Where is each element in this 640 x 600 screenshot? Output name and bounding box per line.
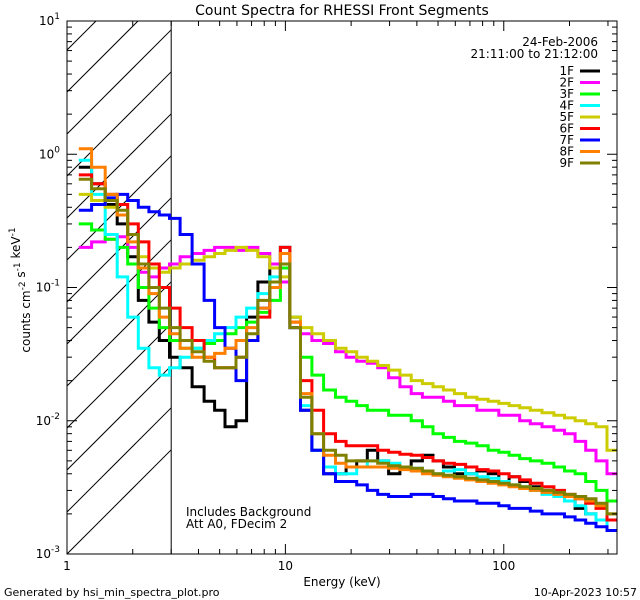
legend-label: 8F [559,145,574,159]
hatch-line [67,407,172,513]
hatch-line [67,0,171,8]
x-tick-label: 1 [63,559,71,573]
legend-label: 3F [559,87,574,101]
annotation-attenuator: Att A0, FDecim 2 [186,517,287,531]
legend-label: 7F [559,133,574,147]
y-tick-label: 10-3 [36,545,60,561]
legend-label: 1F [559,64,574,78]
hatch-line [67,113,172,219]
chart-title: Count Spectra for RHESSI Front Segments [195,3,489,19]
y-tick-label: 101 [39,12,60,28]
legend-label: 9F [559,156,574,170]
hatch-line [67,21,139,93]
date-label: 24-Feb-2006 [522,35,598,49]
hatch-line [67,239,172,345]
x-axis: 1 10 100 [63,21,609,573]
hatch-line [67,281,172,387]
x-tick-label: 10 [278,559,293,573]
hatch-line [67,21,97,51]
series-group [78,147,617,532]
series-7F [78,192,617,532]
series-5F [78,192,617,452]
x-tick-label: 100 [492,559,515,573]
y-tick-label: 100 [39,145,60,161]
footer-timestamp: 10-Apr-2023 10:57 [534,586,637,599]
legend-label: 4F [559,99,574,113]
hatch-line [67,71,172,177]
series-6F [78,173,617,522]
annotation-background: Includes Background [186,505,311,519]
legend-label: 5F [559,110,574,124]
x-axis-label: Energy (keV) [303,575,380,589]
y-axis-label: counts cm-2 s-1 keV-1 [8,227,33,352]
y-tick-label: 10-2 [36,412,60,428]
y-axis: 101 100 10-1 10-2 10-3 [36,12,617,561]
hatch-line [67,29,172,135]
series-3F [78,222,617,503]
hatch-line [67,197,172,303]
footer-generated-by: Generated by hsi_min_spectra_plot.pro [4,586,220,599]
series-9F [78,177,617,516]
time-range-label: 21:11:00 to 21:12:00 [471,47,598,61]
legend-label: 6F [559,122,574,136]
series-1F [78,165,617,532]
hatch-line [67,365,172,471]
hatched-region [67,0,172,554]
hatch-line [67,323,172,429]
y-tick-label: 10-1 [36,279,60,295]
hatch-line [67,449,172,554]
legend-label: 2F [559,76,574,90]
hatch-line [67,155,172,261]
